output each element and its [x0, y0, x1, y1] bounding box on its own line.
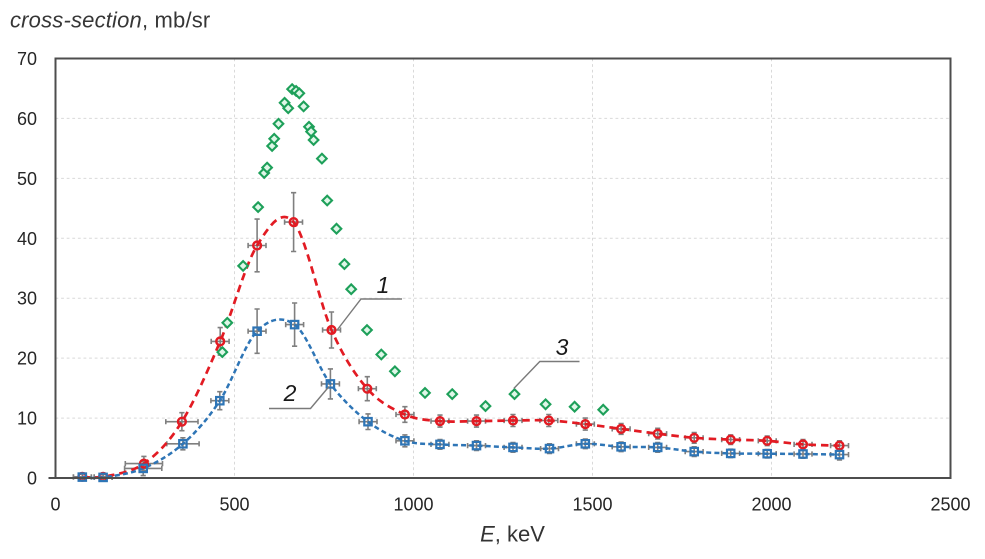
svg-text:cross-section, mb/sr: cross-section, mb/sr: [10, 8, 210, 33]
svg-text:1500: 1500: [572, 495, 612, 515]
svg-text:70: 70: [17, 49, 37, 69]
svg-text:40: 40: [17, 229, 37, 249]
svg-text:60: 60: [17, 109, 37, 129]
svg-text:30: 30: [17, 289, 37, 309]
svg-text:50: 50: [17, 169, 37, 189]
svg-text:500: 500: [219, 495, 249, 515]
svg-text:2500: 2500: [930, 495, 970, 515]
svg-text:E, keV: E, keV: [480, 522, 545, 547]
svg-text:10: 10: [17, 409, 37, 429]
svg-text:2: 2: [283, 380, 297, 406]
svg-text:20: 20: [17, 349, 37, 369]
svg-text:0: 0: [50, 495, 60, 515]
svg-text:2000: 2000: [751, 495, 791, 515]
svg-text:0: 0: [27, 469, 37, 489]
svg-text:1: 1: [377, 272, 390, 298]
svg-text:3: 3: [556, 334, 569, 360]
svg-text:1000: 1000: [393, 495, 433, 515]
